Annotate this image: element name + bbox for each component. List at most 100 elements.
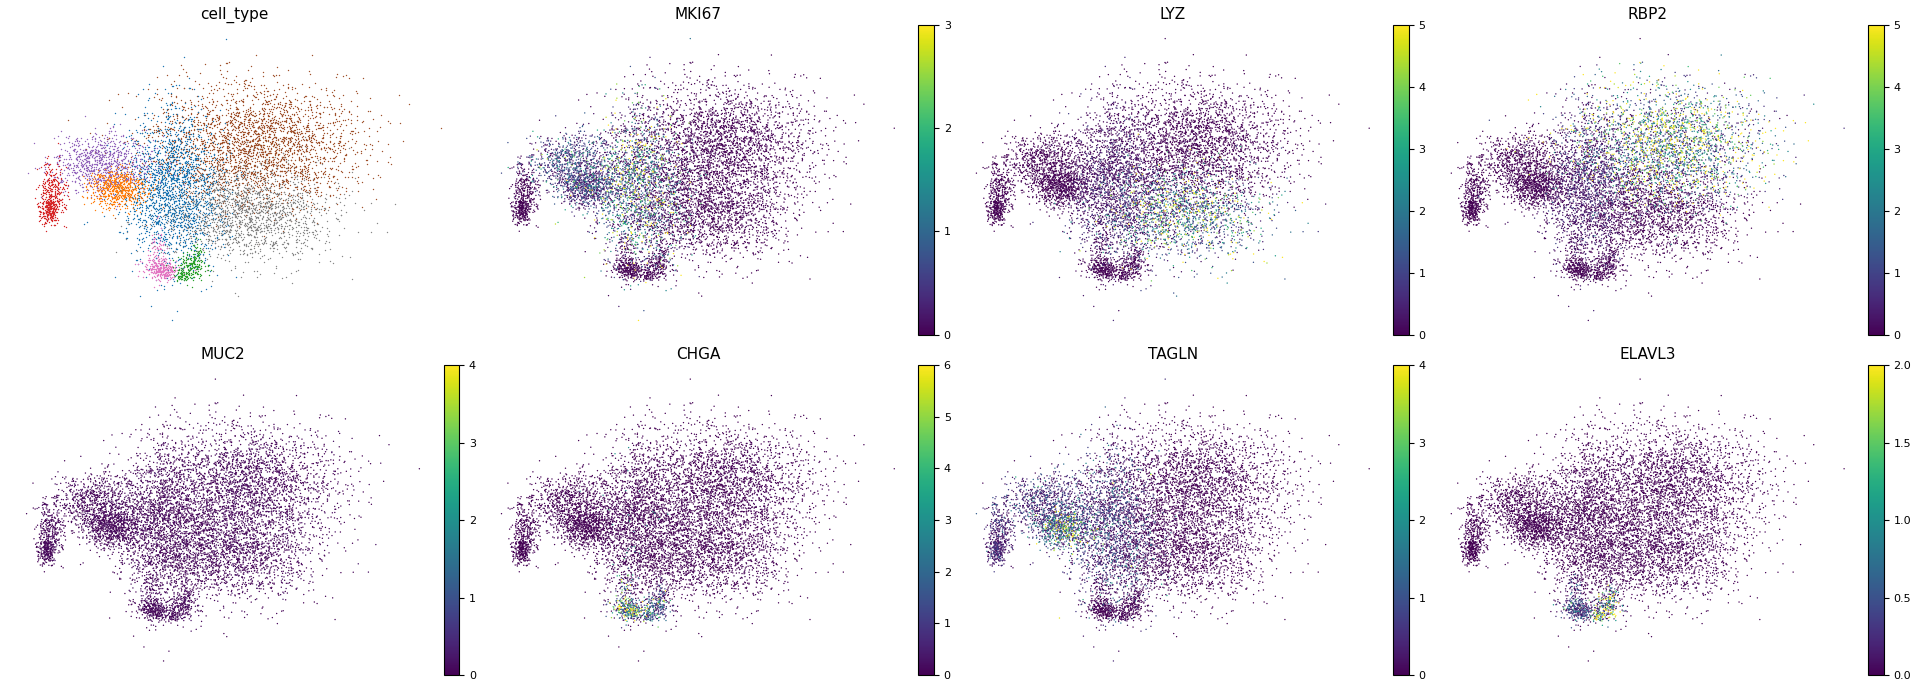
Point: [705, 475, 735, 486]
Point: [1185, 486, 1215, 497]
Point: [705, 161, 735, 172]
Point: [1129, 266, 1160, 277]
Point: [674, 109, 705, 120]
Point: [1688, 165, 1718, 176]
Point: [1108, 102, 1139, 113]
Point: [246, 158, 276, 169]
Point: [1119, 517, 1150, 528]
Point: [1647, 476, 1678, 487]
Point: [641, 242, 672, 253]
Point: [1653, 234, 1684, 245]
Point: [177, 160, 207, 171]
Point: [1156, 151, 1187, 162]
Point: [1597, 603, 1628, 614]
Point: [589, 147, 620, 158]
Point: [1448, 206, 1478, 217]
Point: [645, 503, 676, 514]
Point: [1605, 455, 1636, 466]
Point: [611, 601, 641, 612]
Point: [1231, 107, 1261, 118]
Point: [127, 531, 157, 542]
Point: [1582, 464, 1613, 475]
Point: [1275, 160, 1306, 171]
Point: [743, 190, 774, 201]
Point: [192, 77, 223, 88]
Point: [86, 149, 117, 160]
Point: [1265, 72, 1296, 83]
Point: [712, 205, 743, 216]
Point: [1578, 540, 1609, 551]
Point: [697, 453, 728, 464]
Point: [730, 433, 760, 444]
Point: [180, 536, 211, 547]
Point: [559, 528, 589, 539]
Point: [230, 468, 261, 479]
Point: [1524, 166, 1555, 178]
Point: [1505, 149, 1536, 160]
Point: [555, 171, 586, 182]
Point: [1054, 515, 1085, 526]
Point: [712, 444, 743, 455]
Point: [705, 552, 735, 563]
Point: [649, 197, 680, 208]
Point: [1044, 175, 1075, 186]
Point: [1196, 568, 1227, 579]
Point: [1110, 199, 1140, 210]
Point: [1626, 553, 1657, 564]
Point: [102, 151, 132, 162]
Point: [1079, 534, 1110, 545]
Point: [714, 143, 745, 154]
Point: [536, 515, 566, 526]
Point: [612, 518, 643, 529]
Point: [163, 614, 194, 625]
Point: [1181, 497, 1212, 508]
Point: [1475, 148, 1505, 159]
Point: [242, 568, 273, 579]
Point: [568, 491, 599, 502]
Point: [171, 534, 202, 545]
Point: [1644, 206, 1674, 217]
Point: [586, 526, 616, 537]
Point: [88, 184, 119, 195]
Point: [1135, 193, 1165, 204]
Point: [785, 90, 816, 101]
Point: [1106, 520, 1137, 531]
Point: [1667, 122, 1697, 133]
Point: [1590, 515, 1620, 526]
Point: [1452, 162, 1482, 173]
Point: [1190, 477, 1221, 488]
Point: [1192, 576, 1223, 587]
Point: [1139, 144, 1169, 155]
Point: [983, 524, 1014, 535]
Point: [280, 444, 311, 455]
Point: [1561, 124, 1592, 135]
Point: [710, 146, 741, 157]
Point: [330, 546, 361, 557]
Point: [678, 144, 708, 155]
Point: [144, 541, 175, 552]
Point: [1707, 128, 1738, 139]
Point: [1584, 177, 1615, 188]
Point: [1576, 554, 1607, 565]
Point: [501, 219, 532, 230]
Point: [96, 494, 127, 505]
Point: [1202, 495, 1233, 506]
Point: [148, 469, 179, 480]
Point: [747, 230, 778, 241]
Point: [65, 148, 96, 159]
Point: [171, 145, 202, 156]
Point: [1642, 127, 1672, 138]
Point: [163, 513, 194, 524]
Point: [1553, 513, 1584, 524]
Point: [1112, 220, 1142, 231]
Point: [1557, 207, 1588, 218]
Point: [1167, 581, 1198, 592]
Point: [1526, 478, 1557, 489]
Point: [1647, 162, 1678, 173]
Point: [257, 154, 288, 165]
Point: [701, 458, 732, 469]
Point: [743, 265, 774, 276]
Point: [705, 129, 735, 140]
Point: [1092, 451, 1123, 462]
Point: [36, 195, 67, 206]
